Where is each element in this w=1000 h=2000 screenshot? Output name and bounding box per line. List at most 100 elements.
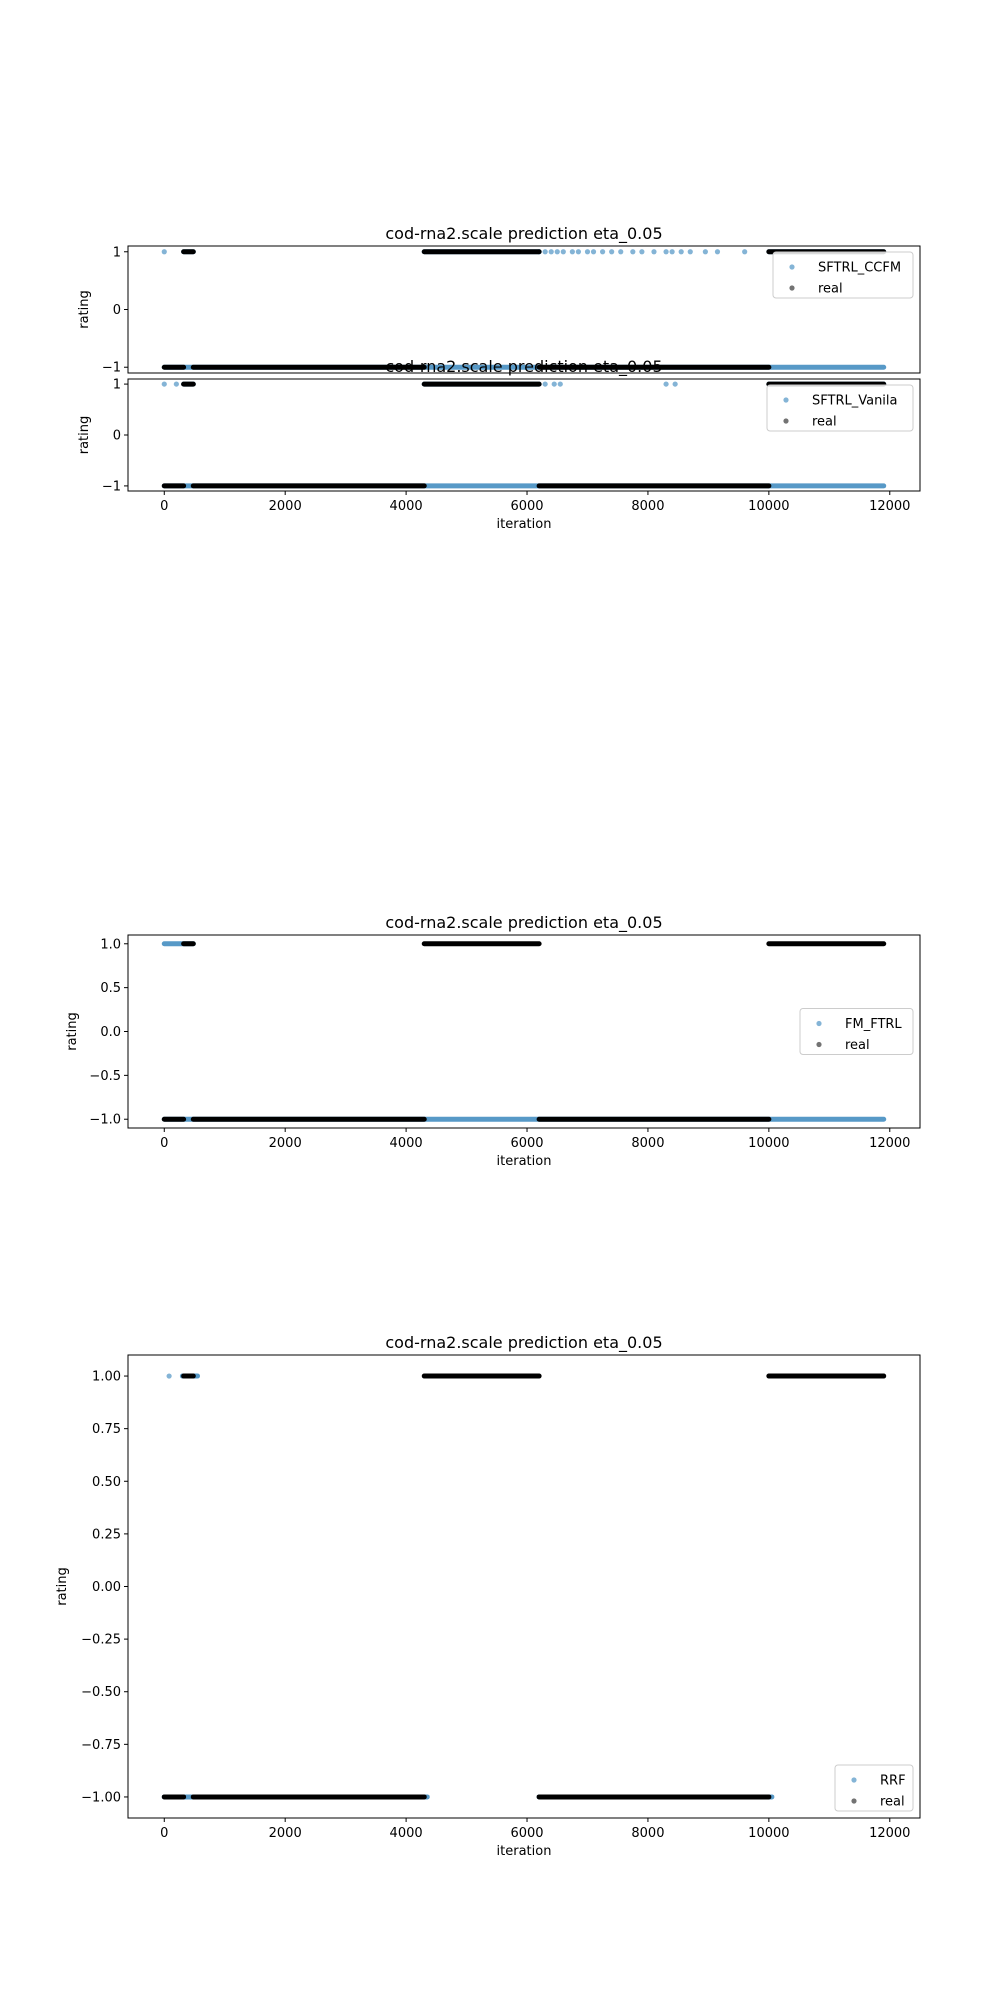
y-axis-label: rating bbox=[77, 290, 92, 329]
x-tick-label: 4000 bbox=[390, 1136, 423, 1151]
series-RRF bbox=[161, 1373, 775, 1800]
x-tick-label: 8000 bbox=[631, 1136, 664, 1151]
x-tick-label: 12000 bbox=[869, 1826, 910, 1841]
data-point bbox=[669, 249, 675, 255]
x-tick-label: 2000 bbox=[269, 1136, 302, 1151]
legend-label: SFTRL_CCFM bbox=[818, 261, 901, 276]
y-tick-label: 0.5 bbox=[100, 981, 121, 996]
y-tick-label: 0 bbox=[113, 429, 121, 444]
x-tick-label: 0 bbox=[160, 1136, 168, 1151]
data-point bbox=[651, 249, 657, 255]
data-point bbox=[618, 249, 624, 255]
legend-label: SFTRL_Vanila bbox=[812, 394, 898, 409]
x-tick-label: 4000 bbox=[390, 499, 423, 514]
x-tick-label: 10000 bbox=[748, 1826, 789, 1841]
y-tick-label: 1.0 bbox=[100, 937, 121, 952]
series-FM_FTRL bbox=[161, 941, 887, 1122]
chart-title: cod-rna2.scale prediction eta_0.05 bbox=[385, 913, 662, 933]
legend-marker bbox=[851, 1777, 857, 1783]
data-point bbox=[630, 249, 636, 255]
y-tick-label: 1.00 bbox=[92, 1370, 121, 1385]
legend-box bbox=[772, 251, 914, 299]
legend-label: real bbox=[880, 1795, 905, 1810]
series-real bbox=[161, 381, 887, 489]
data-point bbox=[554, 249, 560, 255]
x-tick-label: 12000 bbox=[869, 499, 910, 514]
x-tick-label: 12000 bbox=[869, 1136, 910, 1151]
y-tick-label: 0.00 bbox=[92, 1580, 121, 1595]
x-axis-label: iteration bbox=[497, 517, 552, 532]
data-point bbox=[678, 249, 684, 255]
chart-panel-2: cod-rna2.scale prediction eta_0.05 −1 0 1 0 2… bbox=[77, 357, 921, 532]
x-tick-label: 8000 bbox=[631, 499, 664, 514]
legend-label: RRF bbox=[880, 1774, 906, 1789]
data-point bbox=[173, 381, 179, 387]
x-tick-label: 10000 bbox=[748, 1136, 789, 1151]
chart-panel-1: cod-rna2.scale prediction eta_0.05 −1 0 1 ra… bbox=[77, 224, 921, 376]
x-tick-label: 8000 bbox=[631, 1826, 664, 1841]
x-tick-label: 6000 bbox=[510, 499, 543, 514]
legend-marker bbox=[783, 418, 789, 424]
y-axis-label: rating bbox=[77, 416, 92, 455]
data-point bbox=[166, 1373, 172, 1379]
chart-title: cod-rna2.scale prediction eta_0.05 bbox=[385, 224, 662, 244]
x-tick-label: 6000 bbox=[510, 1826, 543, 1841]
chart-title: cod-rna2.scale prediction eta_0.05 bbox=[385, 357, 662, 377]
y-tick-label: −0.25 bbox=[81, 1633, 121, 1648]
y-axis-label: rating bbox=[55, 1567, 70, 1606]
data-point bbox=[560, 249, 566, 255]
y-tick-label: −1 bbox=[102, 361, 121, 376]
y-tick-label: 0.0 bbox=[100, 1025, 121, 1040]
y-tick-label: −0.50 bbox=[81, 1685, 121, 1700]
y-tick-label: 0.50 bbox=[92, 1475, 121, 1490]
data-point bbox=[663, 381, 669, 387]
data-point bbox=[569, 249, 575, 255]
chart-panel-3: cod-rna2.scale prediction eta_0.05 −1.0 −0… bbox=[65, 913, 921, 1169]
series-real bbox=[161, 1373, 887, 1800]
y-tick-label: 0.75 bbox=[92, 1422, 121, 1437]
data-point bbox=[599, 249, 606, 255]
x-tick-label: 0 bbox=[160, 1826, 168, 1841]
data-point bbox=[542, 381, 548, 387]
chart-panel-4: cod-rna2.scale prediction eta_0.05 −1.00 −… bbox=[55, 1333, 921, 1859]
x-tick-label: 2000 bbox=[269, 499, 302, 514]
legend-marker bbox=[816, 1041, 822, 1048]
x-tick-label: 10000 bbox=[748, 499, 789, 514]
data-point bbox=[161, 381, 167, 387]
legend-marker bbox=[783, 397, 789, 403]
y-tick-label: 0.25 bbox=[92, 1527, 121, 1542]
x-tick-label: 0 bbox=[160, 499, 168, 514]
data-point bbox=[557, 381, 563, 387]
legend-label: real bbox=[812, 415, 837, 430]
data-point bbox=[639, 249, 645, 255]
data-point bbox=[161, 249, 167, 255]
data-point bbox=[542, 249, 548, 255]
y-tick-label: −1.00 bbox=[81, 1790, 121, 1805]
legend-marker bbox=[789, 264, 795, 270]
y-tick-label: −0.5 bbox=[89, 1069, 121, 1084]
data-point bbox=[590, 249, 597, 255]
axes-frame bbox=[127, 1354, 921, 1819]
y-tick-label: 1 bbox=[113, 378, 121, 393]
legend-label: real bbox=[818, 282, 843, 297]
series-real bbox=[161, 941, 887, 1122]
data-point bbox=[714, 249, 721, 255]
data-point bbox=[742, 249, 748, 255]
data-point bbox=[663, 249, 669, 255]
data-point bbox=[687, 249, 693, 255]
legend-marker bbox=[816, 1020, 822, 1027]
y-tick-label: −0.75 bbox=[81, 1738, 121, 1753]
data-point bbox=[672, 381, 678, 387]
legend: RRF real bbox=[834, 1764, 914, 1812]
y-axis-label: rating bbox=[65, 1012, 80, 1051]
data-point bbox=[609, 249, 615, 255]
data-point bbox=[548, 249, 554, 255]
legend-marker bbox=[851, 1798, 857, 1804]
x-tick-label: 2000 bbox=[269, 1826, 302, 1841]
x-tick-label: 6000 bbox=[510, 1136, 543, 1151]
data-point bbox=[551, 381, 557, 387]
